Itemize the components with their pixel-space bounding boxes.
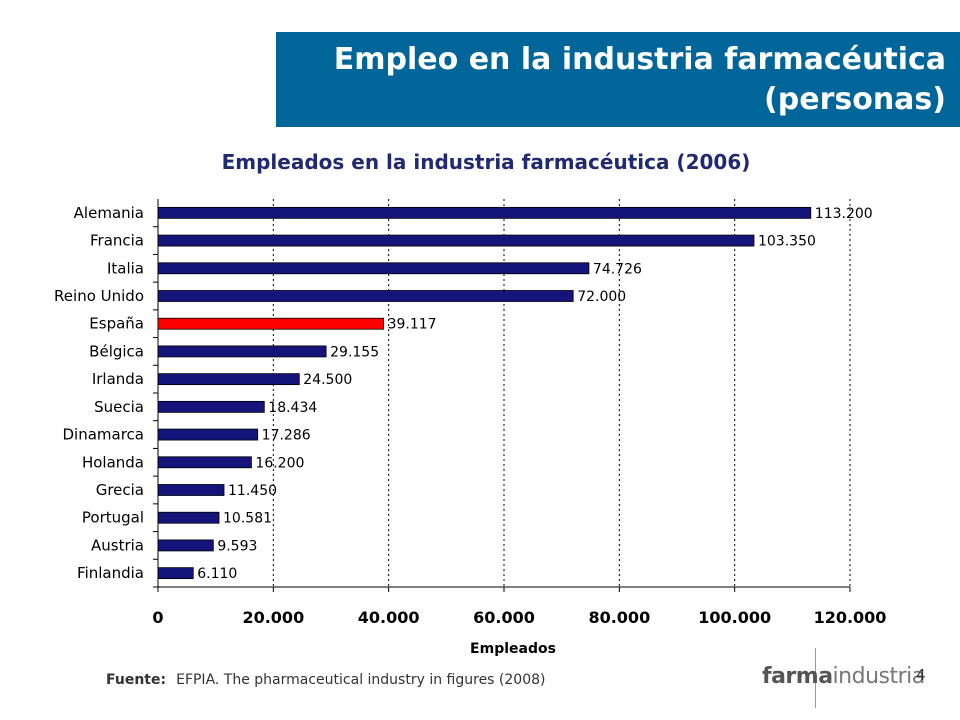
- x-tick-label-0: 0: [152, 608, 163, 627]
- value-label-10: 11.450: [228, 483, 277, 499]
- value-label-8: 17.286: [262, 428, 311, 444]
- source-note: Fuente: EFPIA. The pharmaceutical industr…: [106, 672, 545, 688]
- bar-13: [157, 567, 194, 580]
- category-label-13: Finlandia: [77, 564, 144, 582]
- x-axis-title: Empleados: [470, 641, 556, 657]
- bar-4: [157, 317, 384, 330]
- bar-3: [157, 290, 574, 302]
- category-label-4: España: [89, 315, 144, 333]
- bar-2: [157, 262, 590, 275]
- bar-1: [157, 234, 755, 247]
- bar-9: [157, 456, 252, 469]
- x-tick-label-6: 120.000: [814, 608, 887, 627]
- value-label-12: 9.593: [217, 538, 257, 554]
- value-label-11: 10.581: [223, 511, 272, 527]
- value-label-2: 74.726: [593, 261, 642, 277]
- value-label-9: 16.200: [255, 455, 304, 471]
- category-label-6: Irlanda: [92, 370, 144, 388]
- category-label-5: Bélgica: [89, 342, 144, 360]
- x-tick-label-1: 20.000: [242, 608, 304, 627]
- page-number: 4: [916, 666, 926, 684]
- value-label-5: 29.155: [330, 344, 379, 360]
- value-label-0: 113.200: [815, 206, 873, 222]
- bar-6: [157, 373, 300, 386]
- x-tick-label-3: 60.000: [473, 608, 535, 627]
- category-label-10: Grecia: [96, 481, 144, 499]
- category-label-1: Francia: [90, 232, 144, 250]
- farmaindustria-logo: farmaindustria: [762, 648, 925, 708]
- slide-title-line2: (personas): [764, 82, 946, 117]
- value-label-3: 72.000: [577, 289, 626, 305]
- source-text: EFPIA. The pharmaceutical industry in fi…: [176, 672, 546, 688]
- category-label-8: Dinamarca: [63, 426, 145, 444]
- logo-divider: [815, 648, 816, 708]
- logo-text-part1: farma: [762, 664, 833, 689]
- bar-5: [157, 345, 327, 358]
- logo-text: farmaindustria: [762, 664, 925, 689]
- value-label-4: 39.117: [388, 317, 437, 333]
- category-label-11: Portugal: [82, 509, 144, 527]
- bar-8: [157, 428, 259, 441]
- logo-text-part2: industria: [832, 664, 926, 689]
- category-label-3: Reino Unido: [54, 287, 144, 305]
- source-label: Fuente:: [106, 672, 167, 688]
- slide-title-line1: Empleo en la industria farmacéutica: [333, 42, 946, 77]
- value-label-13: 6.110: [197, 566, 237, 582]
- bar-0: [157, 206, 812, 219]
- category-label-7: Suecia: [94, 398, 144, 416]
- x-tick-label-2: 40.000: [358, 608, 420, 627]
- category-label-12: Austria: [91, 536, 144, 554]
- value-label-1: 103.350: [758, 234, 816, 250]
- category-label-0: Alemania: [74, 204, 144, 222]
- bar-7: [157, 400, 265, 413]
- x-tick-label-4: 80.000: [588, 608, 650, 627]
- bar-11: [157, 511, 220, 524]
- x-tick-label-5: 100.000: [698, 608, 771, 627]
- bar-12: [157, 539, 214, 552]
- chart-title: Empleados en la industria farmacéutica (…: [221, 150, 751, 174]
- category-label-2: Italia: [107, 259, 144, 277]
- value-label-6: 24.500: [303, 372, 352, 388]
- slide-title-banner: Empleo en la industria farmacéutica (per…: [276, 32, 960, 127]
- bar-10: [157, 484, 225, 496]
- category-label-9: Holanda: [82, 453, 144, 471]
- value-label-7: 18.434: [268, 400, 317, 416]
